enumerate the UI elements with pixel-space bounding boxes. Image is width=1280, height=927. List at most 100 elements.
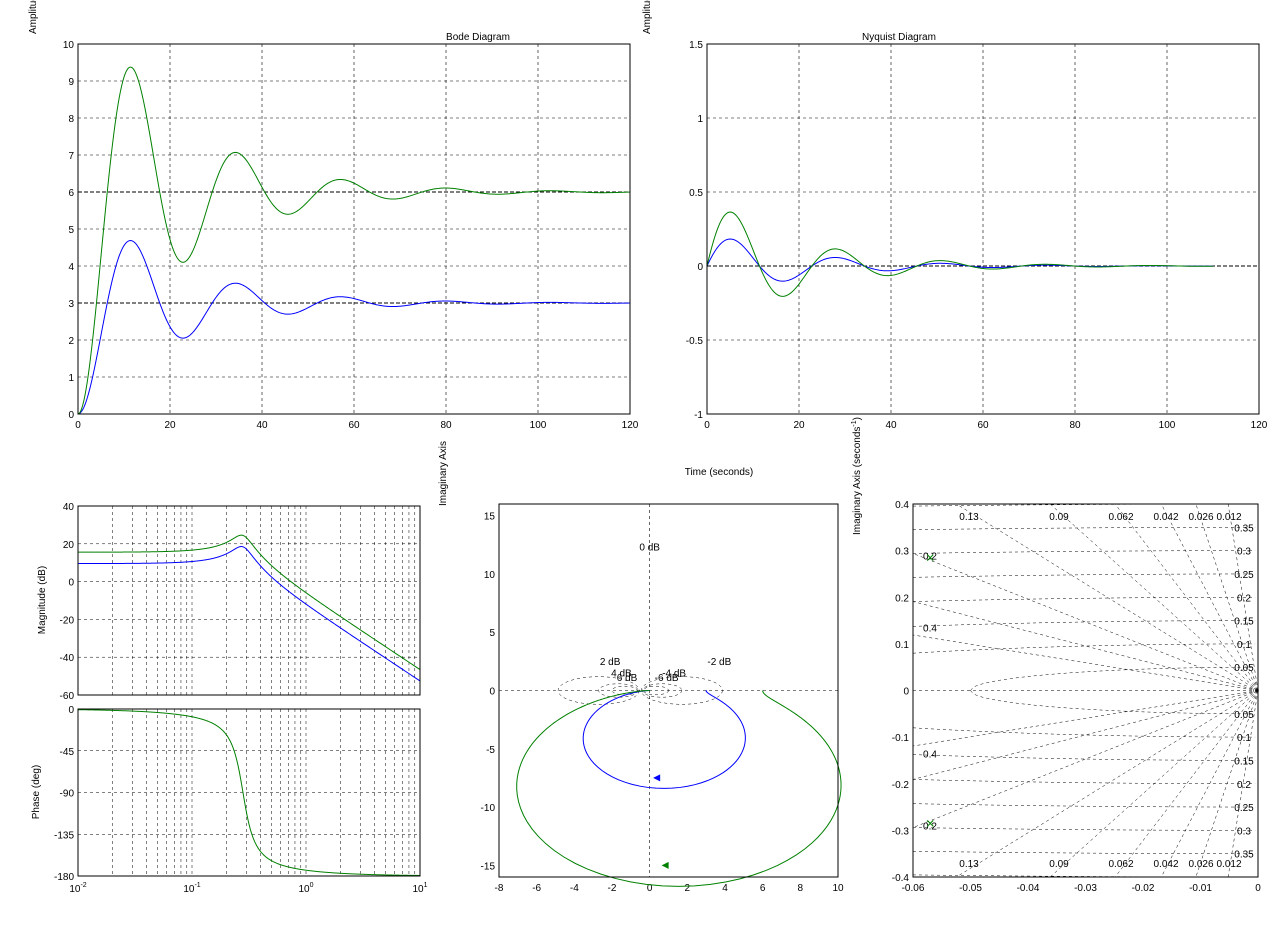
damping-ray [1049,690,1259,878]
x-tick-label: 20 [164,420,176,431]
frequency-label: 0.1 [1237,733,1251,744]
left-label: 0.4 [923,624,937,635]
x-tick-label: -8 [495,883,504,894]
x-tick-label: 8 [798,883,804,894]
x-tick-base: 10 [298,884,310,895]
frequency-label: 0.35 [1234,850,1254,861]
m-circle [598,683,639,698]
x-tick-label: 60 [348,420,360,431]
damping-label: 0.042 [1153,512,1178,523]
damping-label: 0.13 [959,512,979,523]
plot-background [913,504,1258,877]
y-tick-label: 0 [68,578,74,589]
magnitude-ylabel: Magnitude (dB) [37,566,48,634]
pzmap-ylabel-end: ) [852,417,863,420]
y-tick-label: 2 [68,336,74,347]
x-tick-exponent: -1 [194,882,200,889]
series-line-2 [77,66,631,415]
x-tick-label: -0.01 [1189,883,1212,894]
y-tick-label: -0.5 [686,336,704,347]
frequency-label: 0.05 [1234,710,1254,721]
x-tick-label: 120 [622,420,639,431]
axes-frame [912,503,1259,878]
x-tick-label: -0.03 [1074,883,1097,894]
y-tick-label: 7 [68,151,74,162]
frequency-label: 0.25 [1234,803,1254,814]
x-tick-label: 20 [793,420,805,431]
x-tick-label: 120 [1251,420,1268,431]
damping-ray [1161,503,1259,691]
grid-db-label: -4 dB [662,669,686,680]
y-tick-label: -20 [60,615,75,626]
x-tick-label: 2 [685,883,691,894]
damping-label: 0.012 [1216,512,1241,523]
series-line-1 [77,546,421,682]
grid-db-label: 0 dB [639,543,660,554]
x-tick-label: 0 [647,883,653,894]
x-tick-label: 10-1 [183,882,200,895]
y-tick-label: 0.2 [895,593,909,604]
impulse-ylabel: Amplitude [642,0,653,34]
x-tick-label: 40 [256,420,268,431]
frequency-label: 0.3 [1237,547,1251,558]
y-tick-label: 4 [68,262,74,273]
axes-frame [498,503,839,878]
damping-ray [912,690,1259,747]
y-tick-label: 0 [68,410,74,421]
x-tick-label: -4 [570,883,579,894]
m-circle [557,676,640,705]
step-ylabel: Amplitude [28,0,39,34]
pole-marker [926,554,934,561]
left-label: 0.2 [923,551,937,562]
y-tick-label: -0.3 [892,826,910,837]
damping-label: 0.026 [1188,512,1213,523]
axes-frame [77,505,421,696]
x-tick-label: 60 [977,420,989,431]
y-tick-label: 0.4 [895,500,909,511]
damping-label: 0.062 [1108,859,1133,870]
x-tick-label: 0 [704,420,710,431]
left-label: 0.4 [923,749,937,760]
y-tick-label: 5 [489,628,495,639]
frequency-label: 0.2 [1237,593,1251,604]
y-tick-label: 1 [697,114,703,125]
y-tick-label: -40 [60,653,75,664]
y-tick-label: 6 [68,188,74,199]
y-tick-label: -90 [60,789,75,800]
y-tick-label: 0.3 [895,547,909,558]
pole-zero-map-axes: -0.06 -0.05 -0.04 -0.03 -0.02 -0.01 0 -0.4 -0.3 -… [892,500,1261,894]
nyquist-title: Nyquist Diagram [862,32,936,43]
step-response-axes: 0 20 40 60 80 100 120 0 1 2 3 4 5 6 7 8 9 10 [63,40,639,431]
y-tick-label: 0 [903,687,909,698]
y-tick-label: -135 [54,830,74,841]
x-tick-label: 10-2 [69,882,86,895]
y-tick-label: 40 [63,502,75,513]
y-tick-label: 1.5 [689,40,703,51]
x-tick-exponent: 1 [424,882,428,889]
series-line-2 [78,534,421,670]
y-tick-label: 9 [68,77,74,88]
y-tick-label: 0 [68,705,74,716]
y-tick-label: 10 [484,570,496,581]
x-tick-label: 80 [1069,420,1081,431]
nyquist-ylabel: Imaginary Axis [438,441,449,506]
x-tick-base: 10 [412,884,424,895]
y-tick-label: -180 [54,872,74,883]
grid-db-label: -2 dB [707,657,731,668]
x-tick-label: 80 [440,420,452,431]
pzmap-ylabel-main: Imaginary Axis (seconds [852,427,863,535]
frequency-label: 0.15 [1234,617,1254,628]
grid-db-label: 2 dB [600,657,621,668]
y-tick-label: 0.5 [689,188,703,199]
x-tick-label: -2 [608,883,617,894]
grid-db-label: -6 dB [655,673,679,684]
frequency-arc [970,690,1256,715]
x-tick-label: -0.04 [1017,883,1040,894]
x-tick-exponent: -2 [80,882,86,889]
frequency-label: 0.05 [1234,663,1254,674]
damping-ray [1049,503,1259,691]
y-tick-label: -60 [60,691,75,702]
damping-ray [1227,503,1259,691]
impulse-response-axes: 0 20 40 60 80 100 120 -1 -0.5 0 0.5 1 1.5 [686,40,1268,431]
frequency-label: 0.35 [1234,523,1254,534]
